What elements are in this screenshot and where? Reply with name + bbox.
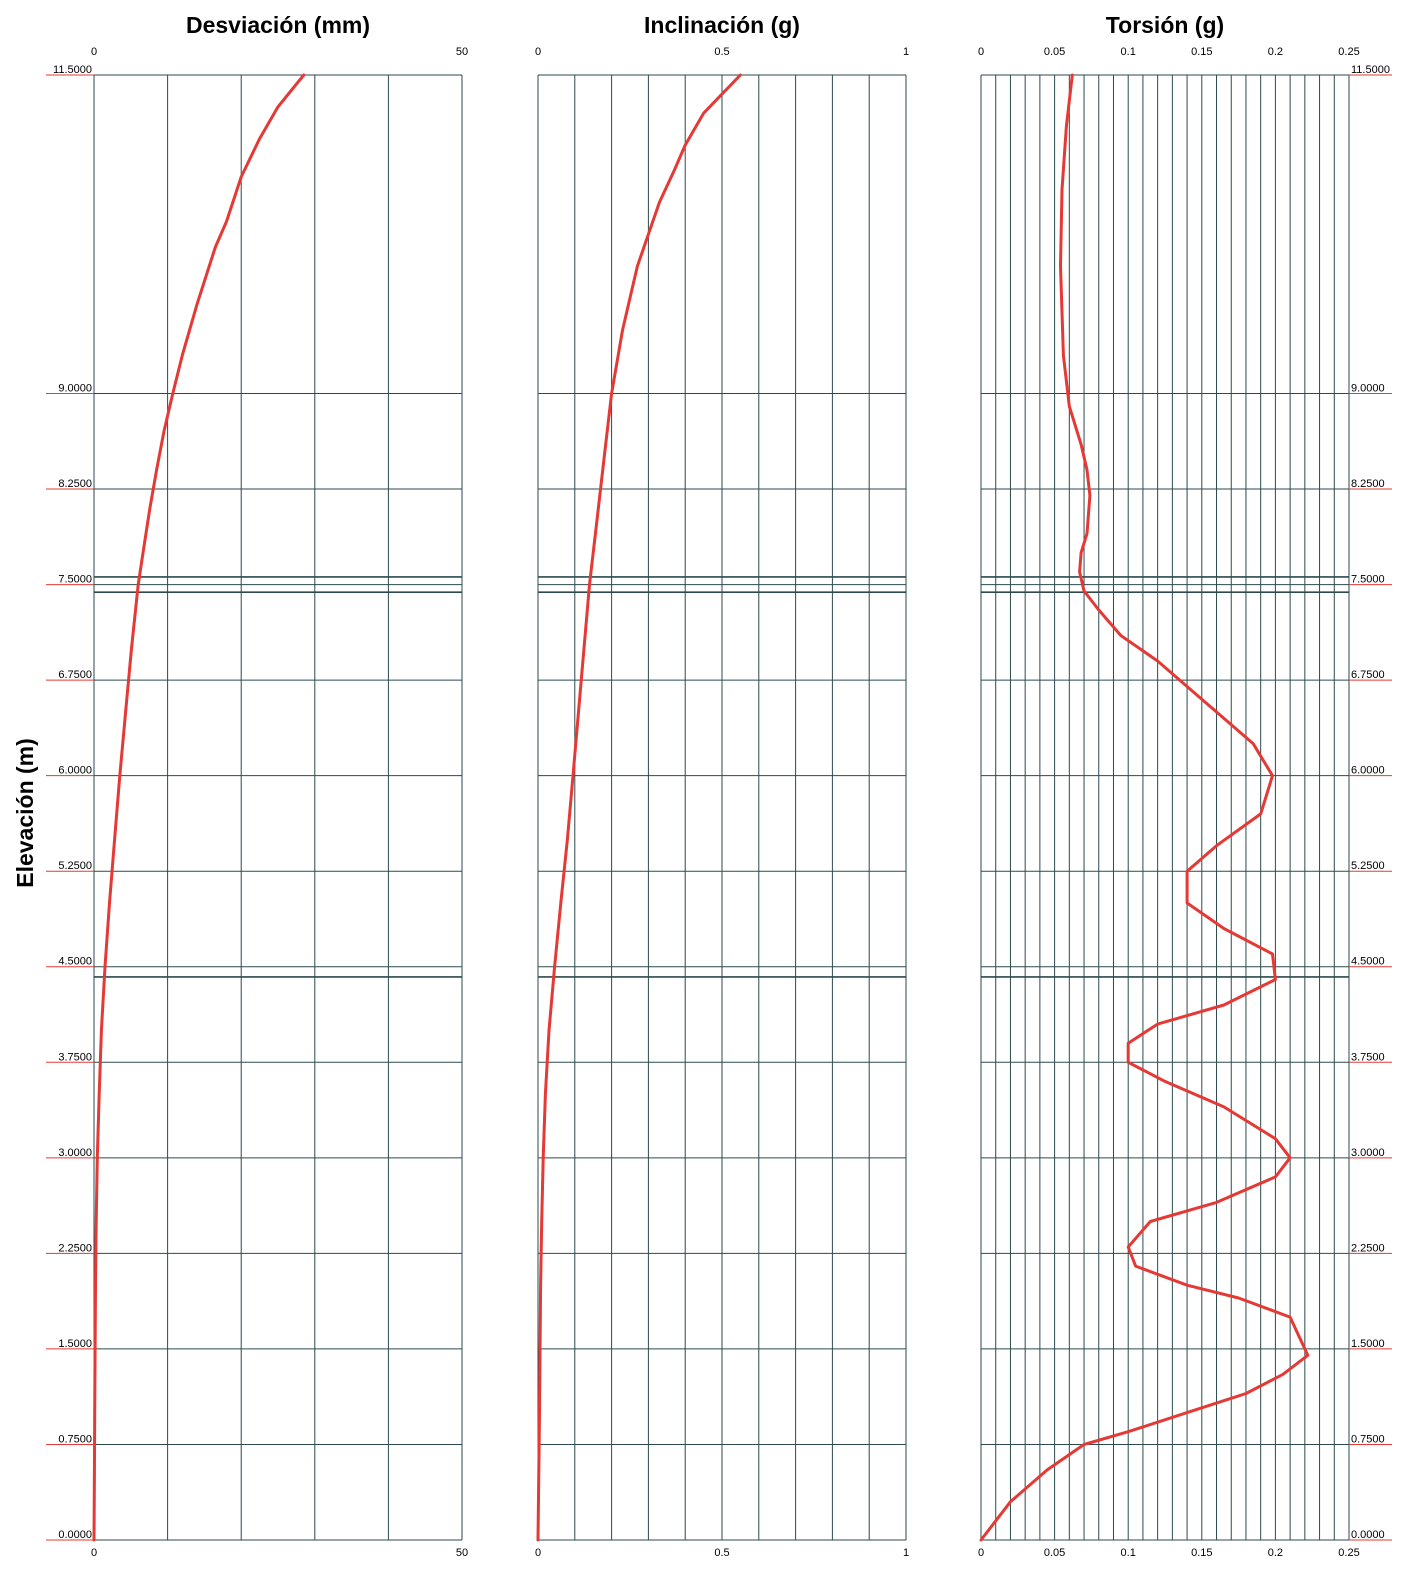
elevation-label: 6.0000 <box>58 765 92 777</box>
x-tick-label-top: 50 <box>456 46 468 58</box>
chart-title: Torsión (g) <box>1106 12 1224 38</box>
elevation-label: 8.2500 <box>58 478 92 490</box>
panel-torsion: Torsión (g) 0 0 0.05 0.05 0.1 0.1 0.15 0.15 0.2 0.… <box>978 12 1360 1559</box>
elevation-label: 1.5000 <box>58 1338 92 1350</box>
x-tick-label-bottom: 0.1 <box>1121 1547 1136 1559</box>
x-tick-label-top: 0.5 <box>714 46 729 58</box>
x-tick-label-bottom: 0.05 <box>1044 1547 1065 1559</box>
x-tick-label-top: 0 <box>535 46 541 58</box>
x-tick-label-top: 1 <box>903 46 909 58</box>
elevation-label: 7.5000 <box>1351 574 1385 586</box>
elevation-label: 8.2500 <box>1351 478 1385 490</box>
elevation-label: 11.5000 <box>1351 64 1390 76</box>
x-tick-label-bottom: 0 <box>91 1547 97 1559</box>
x-tick-label-bottom: 0 <box>535 1547 541 1559</box>
x-tick-label-bottom: 0 <box>978 1547 984 1559</box>
x-tick-label-bottom: 0.25 <box>1338 1547 1359 1559</box>
elevation-label: 6.0000 <box>1351 765 1385 777</box>
elevation-label: 3.0000 <box>58 1147 92 1159</box>
x-tick-label-top: 0.05 <box>1044 46 1065 58</box>
elevation-label: 3.7500 <box>58 1051 92 1063</box>
elevation-label: 5.2500 <box>58 860 92 872</box>
elevation-label: 3.7500 <box>1351 1051 1385 1063</box>
elevation-label: 4.5000 <box>1351 956 1385 968</box>
elevation-label: 2.2500 <box>58 1242 92 1254</box>
elevation-label: 6.7500 <box>58 669 92 681</box>
x-tick-label-top: 0 <box>91 46 97 58</box>
elevation-label: 6.7500 <box>1351 669 1385 681</box>
x-tick-label-bottom: 0.15 <box>1191 1547 1212 1559</box>
x-tick-label-bottom: 1 <box>903 1547 909 1559</box>
elevation-label: 9.0000 <box>58 382 92 394</box>
chart-title: Desviación (mm) <box>186 12 370 38</box>
data-series-line <box>536 73 742 1542</box>
x-tick-label-top: 0.15 <box>1191 46 1212 58</box>
x-tick-label-top: 0 <box>978 46 984 58</box>
elevation-label: 0.0000 <box>1351 1529 1385 1541</box>
elevation-label: 3.0000 <box>1351 1147 1385 1159</box>
data-series-line <box>92 73 306 1542</box>
panel-inclinacion: Inclinación (g) 0 0 0.5 0.5 1 1 <box>535 12 909 1559</box>
x-tick-label-bottom: 0.5 <box>714 1547 729 1559</box>
panel-desviacion: Desviación (mm) 0 0 50 50 <box>91 12 468 1559</box>
x-tick-label-top: 0.25 <box>1338 46 1359 58</box>
x-tick-label-bottom: 50 <box>456 1547 468 1559</box>
data-series-line <box>979 73 1310 1542</box>
elevation-label: 11.5000 <box>53 64 92 76</box>
elevation-label: 2.2500 <box>1351 1242 1385 1254</box>
elevation-label: 7.5000 <box>58 574 92 586</box>
x-tick-label-bottom: 0.2 <box>1268 1547 1283 1559</box>
elevation-label: 0.7500 <box>1351 1433 1385 1445</box>
elevation-label: 5.2500 <box>1351 860 1385 872</box>
x-tick-label-top: 0.1 <box>1121 46 1136 58</box>
elevation-label: 1.5000 <box>1351 1338 1385 1350</box>
elevation-labels-left: 0.0000 0.7500 1.5000 2.2500 3.0000 3.7500 4.50… <box>46 64 94 1541</box>
elevation-label: 9.0000 <box>1351 382 1385 394</box>
y-axis-title: Elevación (m) <box>12 738 38 888</box>
elevation-label: 4.5000 <box>58 956 92 968</box>
elevation-label: 0.0000 <box>58 1529 92 1541</box>
elevation-labels-right: 0.0000 0.7500 1.5000 2.2500 3.0000 3.7500 4.50… <box>1349 64 1392 1541</box>
chart-title: Inclinación (g) <box>644 12 800 38</box>
x-tick-label-top: 0.2 <box>1268 46 1283 58</box>
elevation-label: 0.7500 <box>58 1433 92 1445</box>
